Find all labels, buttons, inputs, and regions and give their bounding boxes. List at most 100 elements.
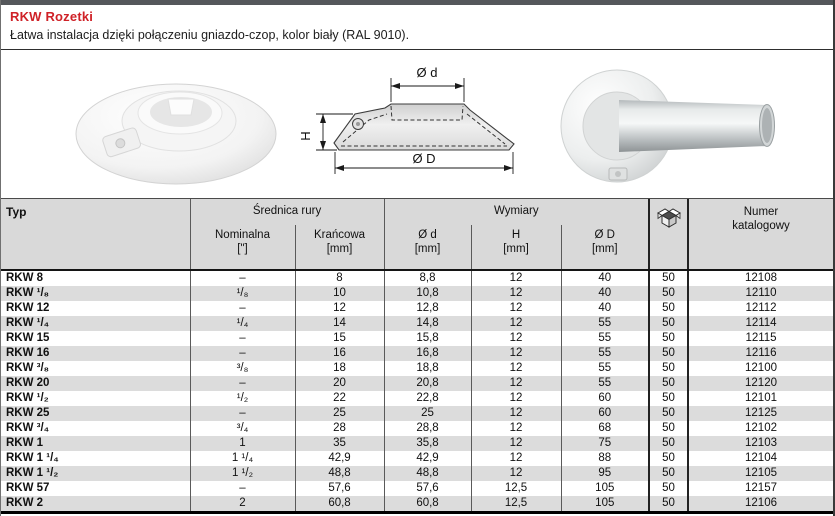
numer-cell: 12157 (687, 481, 833, 496)
table-row: RKW ³/₈ ³/₈ 18 18,8 12 55 50 12100 (1, 361, 833, 376)
spec-table: Typ Średnica rury Wymiary Numer (1, 199, 833, 514)
numer-cell: 12106 (687, 496, 833, 513)
od-unit: [mm] (414, 243, 441, 255)
od-cell: 22,8 (383, 391, 472, 406)
opak-cell: 50 (648, 496, 689, 513)
numer-header-line2: katalogowy (732, 220, 790, 232)
opak-cell: 50 (648, 376, 689, 391)
od-cell: 12,8 (383, 301, 472, 316)
numer-cell: 12104 (687, 451, 833, 466)
oD-cell: 55 (560, 331, 650, 346)
od-cell: 28,8 (383, 421, 472, 436)
h-cell: 12,5 (470, 481, 562, 496)
oD-cell: 60 (560, 406, 650, 421)
nominalna-label: Nominalna (215, 229, 270, 241)
h-cell: 12 (470, 391, 562, 406)
od-cell: 14,8 (383, 316, 472, 331)
oD-cell: 88 (560, 451, 650, 466)
typ-cell: RKW 1 ¹/₄ (6, 452, 59, 464)
nominalna-cell: – (189, 481, 295, 496)
col-header-h: H [mm] (470, 225, 562, 271)
typ-cell: RKW ¹/₂ (6, 392, 49, 404)
col-header-nominalna: Nominalna ["] (189, 225, 295, 271)
krancowa-cell: 12 (294, 301, 385, 316)
rosette-on-pipe-photo (560, 69, 775, 183)
h-cell: 12,5 (470, 496, 562, 513)
opak-cell: 50 (648, 436, 689, 451)
h-unit: [mm] (503, 243, 529, 255)
nominalna-cell: ³/₄ (189, 421, 295, 436)
h-cell: 12 (470, 421, 562, 436)
numer-cell: 12120 (687, 376, 833, 391)
oD-cell: 68 (560, 421, 650, 436)
table-body: RKW 8–8 8,8 12 40 50 12108 RKW ¹/₈ ¹/₈ 10 10,8 12 4… (1, 270, 833, 513)
h-cell: 12 (470, 301, 562, 316)
oD-cell: 55 (560, 361, 650, 376)
h-cell: 12 (470, 466, 562, 481)
typ-cell: RKW ¹/₄ (6, 317, 50, 329)
table-row: RKW ³/₄ ³/₄ 28 28,8 12 68 50 12102 (1, 421, 833, 436)
numer-cell: 12101 (687, 391, 833, 406)
page-title: RKW Rozetki (10, 9, 94, 24)
opak-cell: 50 (648, 286, 689, 301)
opak-cell: 50 (648, 466, 689, 481)
numer-cell: 12112 (687, 301, 833, 316)
numer-cell: 12102 (687, 421, 833, 436)
h-cell: 12 (470, 361, 562, 376)
numer-cell: 12108 (687, 270, 833, 286)
krancowa-cell: 60,8 (294, 496, 385, 513)
oD-cell: 40 (560, 301, 650, 316)
numer-cell: 12105 (687, 466, 833, 481)
nominalna-cell: – (189, 376, 295, 391)
oD-cell: 95 (560, 466, 650, 481)
od-cell: 8,8 (383, 270, 472, 286)
h-cell: 12 (470, 376, 562, 391)
typ-cell: RKW 1 (6, 437, 44, 449)
top-border-bar (1, 0, 833, 5)
table-row: RKW 1 1 35 35,8 12 75 50 12103 (1, 436, 833, 451)
krancowa-cell: 10 (294, 286, 385, 301)
typ-cell: RKW 16 (6, 347, 50, 359)
table-row: RKW 1 ¹/₄ 1 ¹/₄ 42,9 42,9 12 88 50 12104 (1, 451, 833, 466)
oD-unit: [mm] (591, 243, 618, 255)
numer-cell: 12115 (687, 331, 833, 346)
table-row: RKW 12–12 12,8 12 40 50 12112 (1, 301, 833, 316)
h-cell: 12 (470, 346, 562, 361)
od-cell: 35,8 (383, 436, 472, 451)
oD-cell: 55 (560, 376, 650, 391)
oD-cell: 60 (560, 391, 650, 406)
oD-cell: 105 (560, 496, 650, 513)
od-cell: 10,8 (383, 286, 472, 301)
h-cell: 12 (470, 451, 562, 466)
krancowa-cell: 14 (294, 316, 385, 331)
typ-cell: RKW 20 (6, 377, 50, 389)
typ-cell: RKW 1 ¹/₂ (6, 467, 59, 479)
krancowa-cell: 18 (294, 361, 385, 376)
typ-cell: RKW ¹/₈ (6, 287, 50, 299)
h-cell: 12 (470, 331, 562, 346)
col-header-packaging (648, 199, 689, 271)
dim-label-h: H (299, 131, 313, 140)
numer-cell: 12114 (687, 316, 833, 331)
krancowa-cell: 42,9 (294, 451, 385, 466)
page-subtitle: Łatwa instalacja dzięki połączeniu gniaz… (10, 28, 410, 42)
nominalna-unit: ["] (237, 243, 248, 255)
rosette-product-photo (75, 83, 277, 185)
numer-cell: 12110 (687, 286, 833, 301)
od-cell: 57,6 (383, 481, 472, 496)
h-label: H (511, 229, 521, 241)
nominalna-cell: 1 ¹/₄ (189, 451, 295, 466)
nominalna-cell: – (189, 270, 295, 286)
h-cell: 12 (470, 286, 562, 301)
numer-cell: 12100 (687, 361, 833, 376)
oD-cell: 75 (560, 436, 650, 451)
krancowa-cell: 25 (294, 406, 385, 421)
numer-cell: 12116 (687, 346, 833, 361)
dimension-drawing: Ø d H Ø D (299, 65, 515, 174)
h-cell: 12 (470, 436, 562, 451)
opak-cell: 50 (648, 421, 689, 436)
nominalna-cell: – (189, 301, 295, 316)
table-row: RKW 1 ¹/₂ 1 ¹/₂ 48,8 48,8 12 95 50 12105 (1, 466, 833, 481)
pipe (619, 100, 767, 152)
col-group-srednica-rury: Średnica rury (189, 199, 385, 225)
